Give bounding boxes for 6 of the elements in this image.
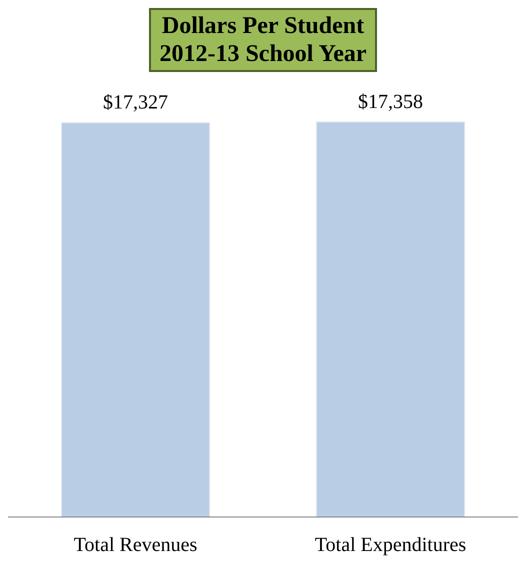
chart-subtitle: 2012-13 School Year (159, 40, 367, 68)
x-tick-label: Total Revenues (74, 534, 198, 556)
data-label: $17,358 (358, 91, 424, 113)
x-tick-label: Total Expenditures (314, 534, 466, 556)
chart-title: Dollars Per Student (160, 12, 366, 40)
data-label: $17,327 (103, 92, 168, 114)
